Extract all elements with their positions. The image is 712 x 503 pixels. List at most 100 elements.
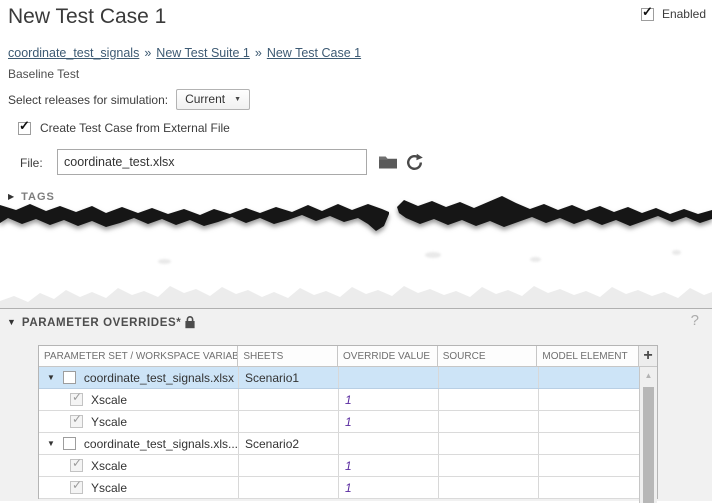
column-header-model-element: MODEL ELEMENT: [537, 346, 640, 366]
browse-folder-button[interactable]: [378, 153, 398, 171]
torn-edge-light: [0, 286, 712, 308]
table-body: ▼ coordinate_test_signals.xlsx Scenario1 ✓ X…: [39, 367, 657, 499]
cell-parameter-set: ▼ coordinate_test_signals.xls...: [39, 433, 239, 454]
check-icon: ✓: [641, 3, 653, 19]
cell-sheets: [239, 455, 339, 476]
chevron-down-icon: ▼: [234, 95, 242, 103]
column-header-sheets: SHEETS: [238, 346, 339, 366]
check-icon: ✓: [72, 478, 83, 492]
row-label: Xscale: [91, 458, 128, 473]
row-label: Yscale: [91, 414, 128, 429]
row-label: coordinate_test_signals.xlsx: [83, 370, 235, 385]
check-icon: ✓: [72, 456, 83, 470]
parameter-overrides-title: PARAMETER OVERRIDES*: [21, 316, 182, 329]
cell-source: [439, 477, 539, 498]
parameter-overrides-panel: ▼ PARAMETER OVERRIDES* ? PARAMETER SET /…: [0, 308, 712, 503]
breadcrumb-link-file[interactable]: coordinate_test_signals: [8, 46, 140, 60]
row-checkbox[interactable]: ✓: [70, 456, 83, 472]
cell-override: 1: [339, 411, 439, 432]
cell-override: [339, 433, 439, 454]
scrollbar-thumb[interactable]: [643, 387, 654, 503]
check-icon: ✓: [72, 412, 83, 426]
column-header-source: SOURCE: [438, 346, 538, 366]
cell-override: 1: [339, 477, 439, 498]
breadcrumb-link-case[interactable]: New Test Case 1: [266, 46, 362, 60]
expanded-triangle-icon: ▼: [7, 317, 16, 327]
row-checkbox[interactable]: ✓: [70, 478, 83, 494]
row-expander-icon[interactable]: ▼: [47, 438, 55, 448]
row-label: Yscale: [91, 480, 128, 495]
create-external-label: Create Test Case from External File: [40, 121, 230, 135]
breadcrumb: coordinate_test_signals » New Test Suite 1…: [8, 46, 361, 60]
table-row[interactable]: ▼ coordinate_test_signals.xlsx Scenario1: [39, 367, 657, 389]
row-checkbox[interactable]: ✓: [70, 390, 83, 406]
refresh-icon: [406, 153, 423, 170]
lock-icon: [185, 316, 195, 329]
torn-edge-dark: [0, 196, 712, 231]
paper-speck: [158, 259, 171, 264]
release-select[interactable]: Current ▼: [176, 89, 251, 110]
row-checkbox[interactable]: [62, 371, 76, 384]
cell-model_element: [539, 433, 641, 454]
vertical-scrollbar[interactable]: ▲: [639, 367, 657, 503]
breadcrumb-separator: »: [144, 46, 152, 60]
cell-parameter-set: ✓ Xscale: [39, 389, 239, 410]
cell-parameter-set: ▼ coordinate_test_signals.xlsx: [39, 367, 239, 388]
refresh-button[interactable]: [404, 152, 424, 172]
cell-model_element: [539, 367, 641, 388]
cell-source: [439, 367, 539, 388]
create-external-checkbox[interactable]: ✓: [18, 117, 31, 135]
row-checkbox[interactable]: ✓: [70, 412, 83, 428]
breadcrumb-separator: »: [254, 46, 262, 60]
enabled-group: ✓ Enabled: [640, 3, 706, 21]
row-checkbox[interactable]: [62, 437, 76, 450]
enabled-checkbox[interactable]: ✓: [640, 3, 654, 21]
release-selected-value: Current: [185, 92, 226, 106]
table-row[interactable]: ✓ Xscale 1: [39, 455, 657, 477]
create-external-row: ✓ Create Test Case from External File: [18, 117, 230, 135]
file-input[interactable]: [57, 149, 367, 175]
breadcrumb-link-suite[interactable]: New Test Suite 1: [156, 46, 250, 60]
cell-source: [439, 433, 539, 454]
table-row[interactable]: ▼ coordinate_test_signals.xls... Scenario2: [39, 433, 657, 455]
check-icon: ✓: [19, 117, 30, 133]
parameter-overrides-section-header[interactable]: ▼ PARAMETER OVERRIDES*: [7, 316, 196, 329]
table-row[interactable]: ✓ Yscale 1: [39, 411, 657, 433]
release-label: Select releases for simulation:: [8, 92, 169, 107]
enabled-label: Enabled: [661, 7, 706, 21]
help-button[interactable]: ?: [690, 312, 699, 329]
cell-override: 1: [339, 455, 439, 476]
cell-parameter-set: ✓ Yscale: [39, 477, 239, 498]
paper-speck: [530, 257, 541, 262]
cell-model_element: [539, 411, 641, 432]
folder-icon: [379, 156, 397, 169]
test-type-label: Baseline Test: [8, 67, 80, 81]
row-label: Xscale: [91, 392, 128, 407]
page-title: New Test Case 1: [8, 5, 167, 28]
cell-source: [439, 389, 539, 410]
cell-sheets: [239, 389, 339, 410]
row-expander-icon[interactable]: ▼: [47, 372, 55, 382]
cell-model_element: [539, 455, 641, 476]
cell-model_element: [539, 389, 641, 410]
add-override-button[interactable]: +: [639, 346, 658, 366]
table-row[interactable]: ✓ Xscale 1: [39, 389, 657, 411]
cell-sheets: [239, 477, 339, 498]
cell-source: [439, 455, 539, 476]
release-row: Select releases for simulation: Current …: [8, 89, 251, 110]
cell-model_element: [539, 477, 641, 498]
tags-section-header[interactable]: ▶ TAGS: [8, 191, 55, 203]
column-header-override-value: OVERRIDE VALUE: [338, 346, 438, 366]
overrides-table: PARAMETER SET / WORKSPACE VARIABLE SHEET…: [38, 345, 658, 503]
file-label: File:: [20, 156, 43, 170]
scroll-up-arrow-icon: ▲: [644, 371, 653, 380]
column-header-parameter-set: PARAMETER SET / WORKSPACE VARIABLE: [39, 346, 239, 366]
cell-sheets: Scenario2: [239, 433, 339, 454]
table-row[interactable]: ✓ Yscale 1: [39, 477, 657, 499]
cell-parameter-set: ✓ Yscale: [39, 411, 239, 432]
tags-section-title: TAGS: [21, 191, 55, 203]
check-icon: ✓: [72, 390, 83, 404]
paper-speck: [425, 252, 441, 258]
collapsed-triangle-icon: ▶: [8, 192, 15, 201]
